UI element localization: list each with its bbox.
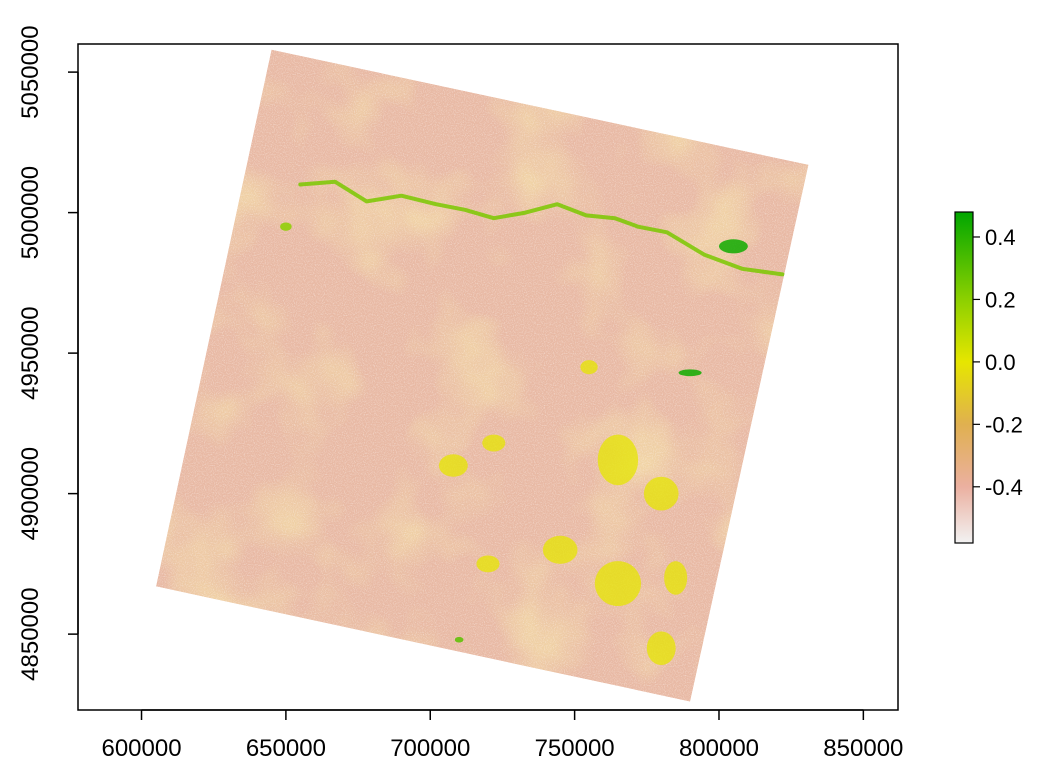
yellow-patch <box>438 454 468 477</box>
green-patch <box>718 239 748 254</box>
y-tick-label: 5050000 <box>17 25 44 118</box>
raster-image <box>156 49 809 702</box>
raster-texture-noise <box>156 49 809 702</box>
yellow-patch <box>476 555 500 573</box>
legend-tick-label: 0.0 <box>985 350 1016 375</box>
y-tick-label: 4900000 <box>17 447 44 540</box>
y-tick-label: 5000000 <box>17 166 44 259</box>
green-patch <box>280 222 292 231</box>
legend-tick-label: -0.4 <box>985 475 1023 500</box>
x-tick-label: 600000 <box>101 735 181 762</box>
yellow-patch <box>643 476 679 511</box>
x-tick-label: 750000 <box>535 735 615 762</box>
y-axis: 4850000 4900000 4950000 5000000 5050000 <box>17 25 79 681</box>
yellow-patch <box>646 631 676 666</box>
legend-tick-label: -0.2 <box>985 412 1023 437</box>
y-tick-label: 4950000 <box>17 306 44 399</box>
color-legend: 0.4 0.2 0.0 -0.2 -0.4 <box>954 211 1023 544</box>
yellow-patch <box>482 434 506 452</box>
yellow-patch <box>542 535 578 564</box>
x-tick-label: 800000 <box>679 735 759 762</box>
legend-color-bar <box>954 211 974 544</box>
yellow-patch <box>664 561 688 595</box>
green-patch <box>678 369 702 377</box>
yellow-patch <box>597 434 639 486</box>
y-tick-label: 4850000 <box>17 587 44 680</box>
x-tick-label: 700000 <box>390 735 470 762</box>
yellow-patch <box>580 360 598 375</box>
x-axis: 600000 650000 700000 750000 800000 850000 <box>101 709 903 762</box>
x-tick-label: 850000 <box>823 735 903 762</box>
river-feature <box>298 179 785 277</box>
green-patch <box>454 636 464 643</box>
x-tick-label: 650000 <box>246 735 326 762</box>
yellow-patch <box>594 561 642 607</box>
legend-tick-label: 0.2 <box>985 287 1016 312</box>
legend-tick-label: 0.4 <box>985 225 1016 250</box>
